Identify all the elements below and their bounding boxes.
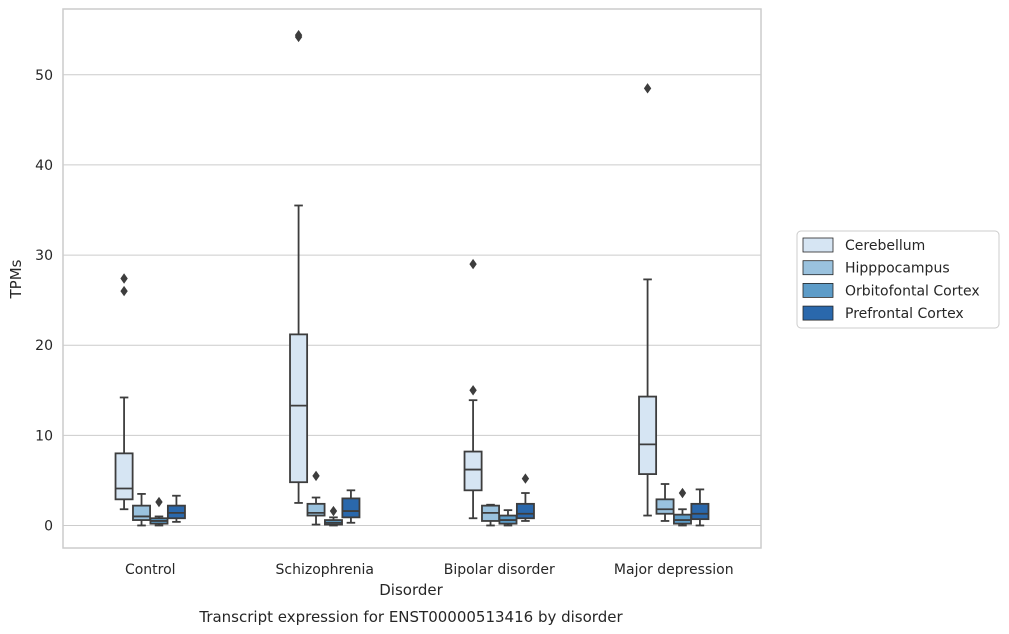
outlier-point (312, 470, 320, 482)
x-axis-label: Disorder (379, 581, 443, 599)
box-iqr (690, 502, 710, 521)
x-tick-label: Bipolar disorder (444, 562, 555, 578)
outlier-point (678, 487, 687, 499)
legend-swatch (802, 305, 834, 321)
legend-item: Cerebellum (802, 237, 925, 254)
y-tick-label: 0 (44, 518, 53, 534)
legend-item: Orbitofontal Cortex (802, 282, 980, 299)
y-tick-label: 40 (35, 158, 53, 174)
box-prefrontal-cortex-schizophrenia (341, 489, 361, 524)
box-cerebellum-schizophrenia (289, 29, 309, 504)
outlier-point (294, 29, 303, 41)
outlier-point (643, 83, 652, 94)
legend-label: Orbitofontal Cortex (845, 283, 980, 299)
box-iqr (289, 333, 309, 484)
box-iqr (638, 395, 658, 475)
box-cerebellum-bipolar-disorder (463, 258, 483, 520)
outlier-point (120, 285, 128, 297)
outlier-point (120, 273, 128, 284)
box-iqr (341, 497, 361, 519)
legend-swatch (802, 260, 834, 276)
x-tick-label: Schizophrenia (276, 562, 374, 578)
legend-swatch (802, 282, 834, 298)
box-iqr (114, 452, 134, 501)
box-iqr (515, 502, 535, 520)
box-orbitofontal-cortex-schizophrenia (324, 505, 343, 527)
box-iqr (166, 504, 186, 520)
chart-caption: Transcript expression for ENST0000051341… (198, 608, 623, 626)
box-iqr (673, 513, 692, 525)
y-axis-label: TPMs (7, 259, 25, 299)
box-hipppocampus-major-depression (655, 483, 675, 522)
y-tick-label: 30 (35, 248, 53, 264)
box-cerebellum-control (114, 273, 134, 511)
box-iqr (132, 504, 151, 521)
legend-item: Hipppocampus (802, 260, 950, 277)
box-prefrontal-cortex-control (166, 494, 186, 523)
box-hipppocampus-control (132, 493, 151, 527)
x-tick-label: Major depression (614, 562, 734, 578)
y-tick-label: 50 (35, 68, 53, 84)
legend-label: Prefrontal Cortex (845, 306, 964, 322)
y-tick-label: 10 (35, 428, 53, 444)
x-tick-label: Control (125, 562, 176, 578)
box-prefrontal-cortex-major-depression (690, 488, 710, 527)
y-tick-label: 20 (35, 338, 53, 354)
box-orbitofontal-cortex-control (149, 496, 169, 527)
box-orbitofontal-cortex-major-depression (673, 487, 692, 527)
plot-frame (62, 8, 762, 549)
legend-box (796, 230, 1000, 329)
box-prefrontal-cortex-bipolar-disorder (515, 473, 535, 522)
box-hipppocampus-bipolar-disorder (481, 503, 500, 527)
box-orbitofontal-cortex-bipolar-disorder (498, 509, 518, 527)
box-iqr (655, 498, 675, 515)
legend-item: Prefrontal Cortex (802, 305, 964, 322)
outlier-point (469, 385, 477, 396)
legend-label: Hipppocampus (845, 261, 950, 277)
outlier-point (469, 258, 477, 270)
outlier-point (329, 505, 338, 517)
box-cerebellum-major-depression (638, 83, 658, 517)
legend-swatch (802, 237, 834, 253)
outlier-point (155, 496, 163, 508)
box-iqr (463, 450, 483, 492)
outlier-point (521, 473, 530, 484)
box-hipppocampus-schizophrenia (306, 470, 326, 526)
box-iqr (306, 502, 326, 517)
legend-label: Cerebellum (845, 238, 925, 254)
